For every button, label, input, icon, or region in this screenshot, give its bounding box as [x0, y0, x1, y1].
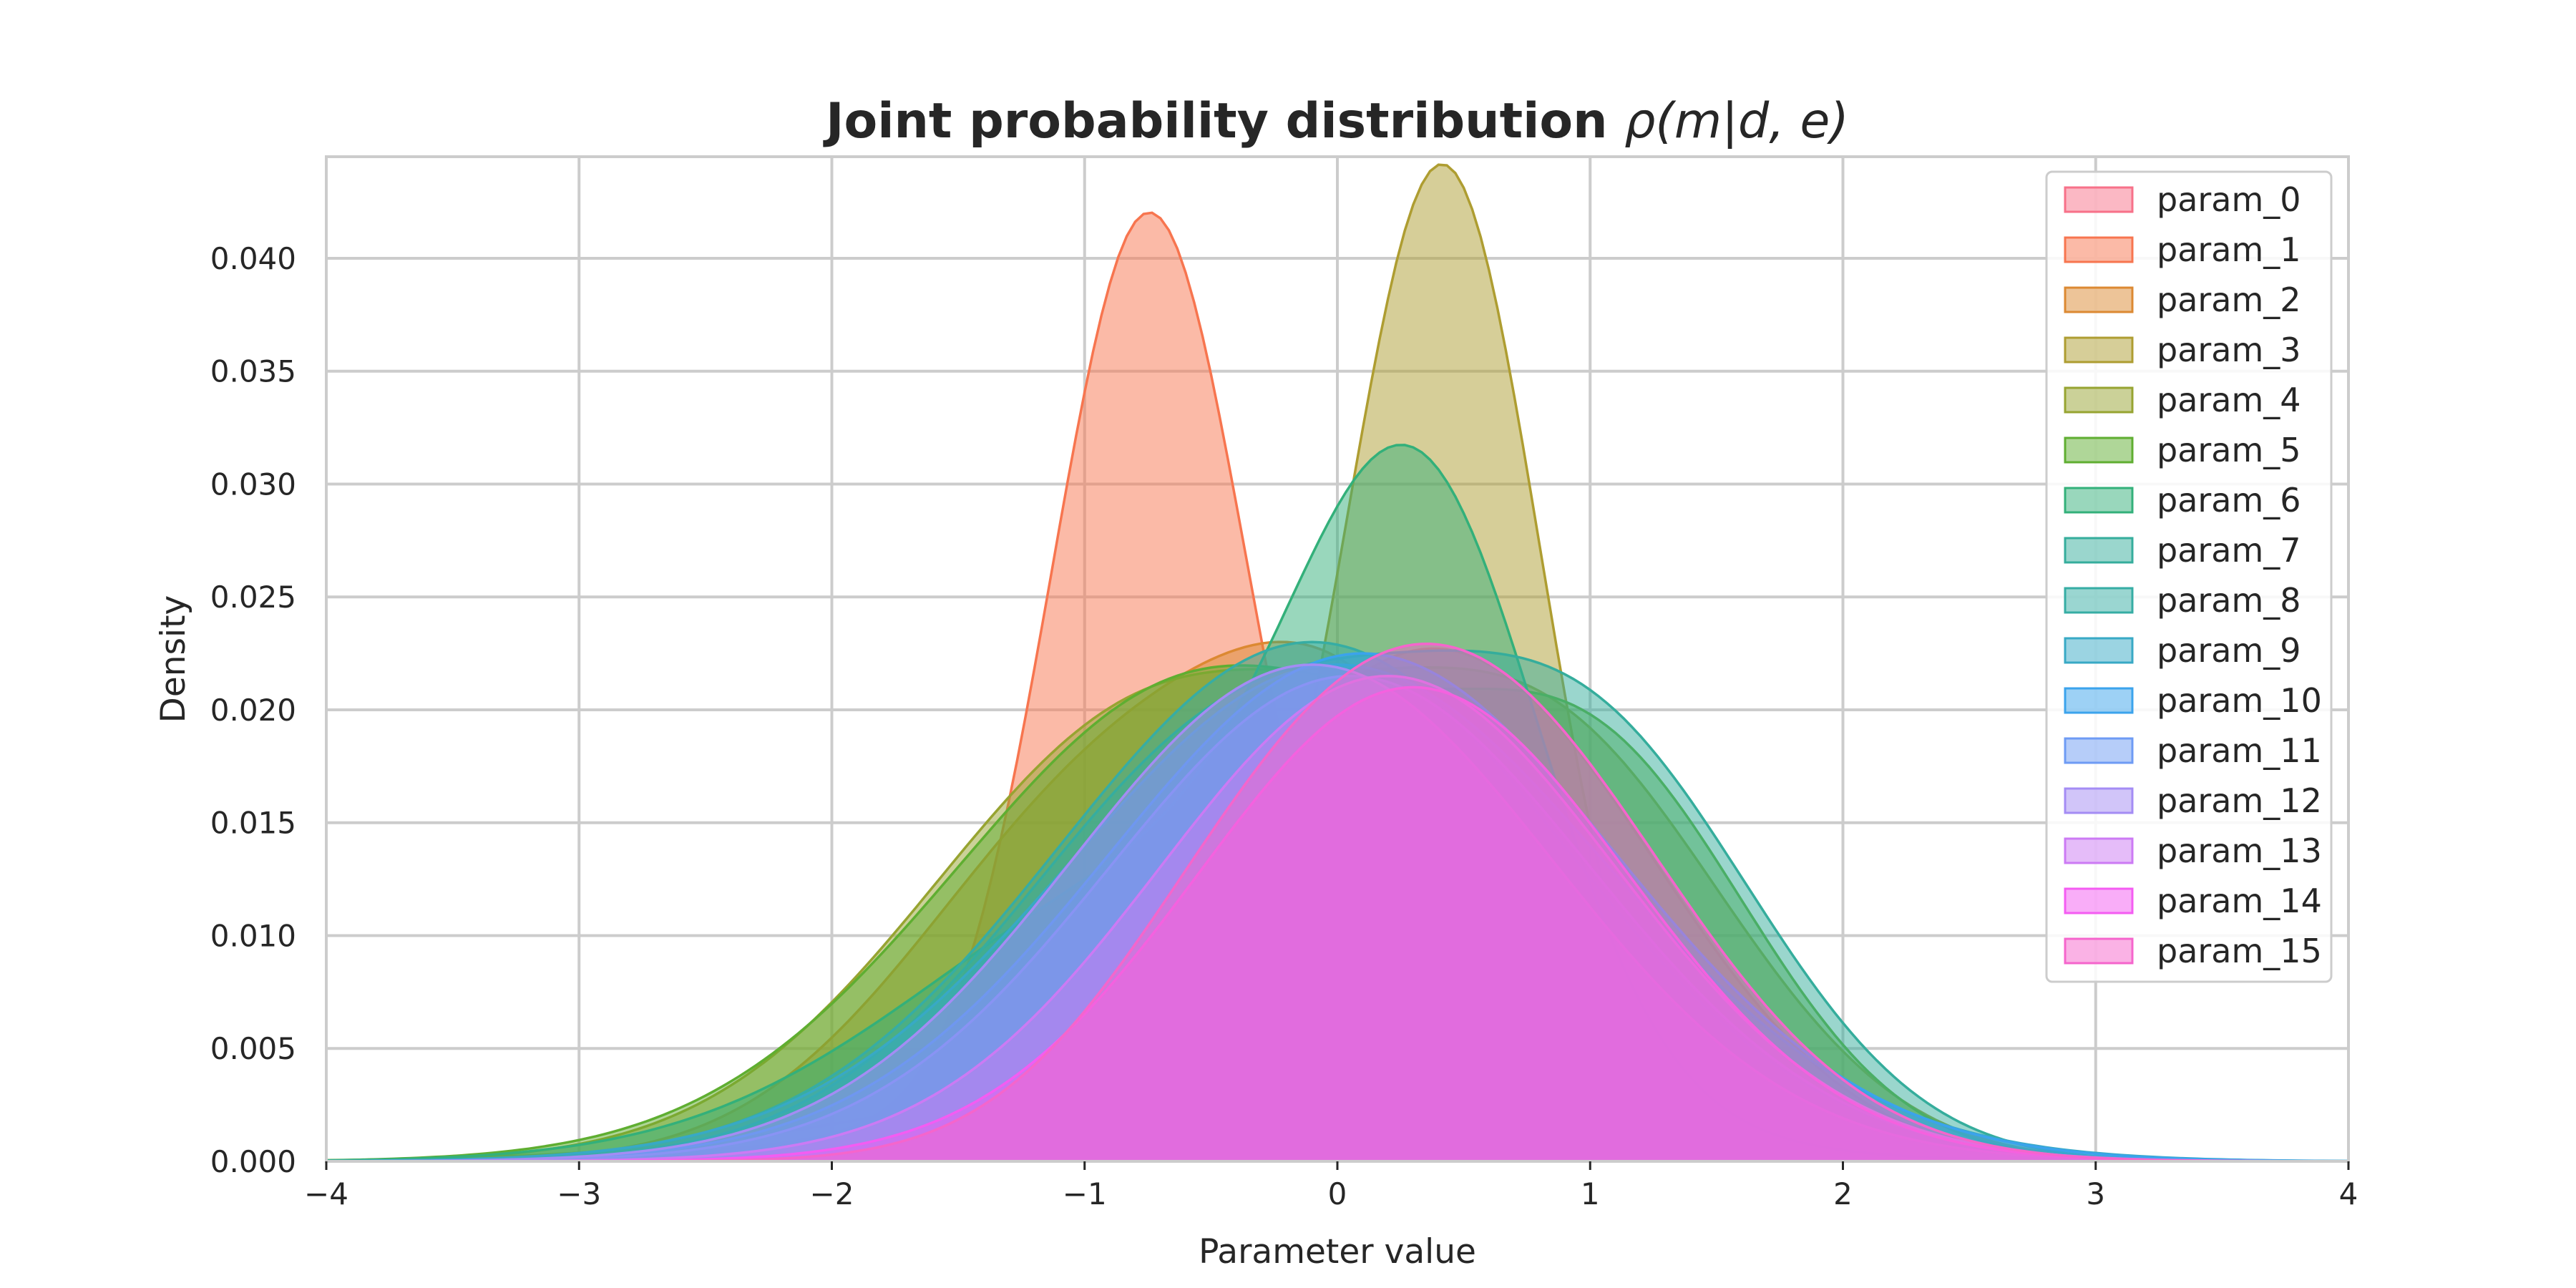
legend-label: param_1 — [2157, 230, 2301, 269]
y-tick-label: 0.030 — [210, 467, 296, 502]
x-tick-label: 0 — [1328, 1176, 1347, 1211]
legend-label: param_8 — [2157, 581, 2301, 620]
x-tick-label: −1 — [1063, 1176, 1107, 1211]
legend-swatch — [2064, 887, 2134, 914]
x-tick-label: 3 — [2086, 1176, 2105, 1211]
legend-label: param_2 — [2157, 280, 2301, 319]
legend-swatch — [2064, 637, 2134, 664]
legend-swatch — [2064, 837, 2134, 864]
legend-label: param_15 — [2157, 932, 2322, 970]
y-tick-label: 0.025 — [210, 580, 296, 615]
legend-frame — [2045, 170, 2333, 983]
density-areas — [325, 163, 2350, 1163]
legend-label: param_6 — [2157, 481, 2301, 519]
legend-swatch — [2064, 937, 2134, 965]
x-tick-label: 2 — [1833, 1176, 1853, 1211]
y-tick-label: 0.000 — [210, 1144, 296, 1179]
x-axis-label: Parameter value — [1199, 1232, 1476, 1272]
legend-swatch — [2064, 286, 2134, 313]
legend-swatch — [2064, 436, 2134, 464]
y-tick-label: 0.020 — [210, 693, 296, 728]
legend-label: param_14 — [2157, 882, 2322, 920]
legend-swatch — [2064, 587, 2134, 614]
x-tick-label: −4 — [304, 1176, 348, 1211]
chart-title: Joint probability distribution ρ(m|d, e) — [823, 93, 1849, 150]
legend-label: param_0 — [2157, 180, 2301, 219]
x-tick-label: 1 — [1581, 1176, 1600, 1211]
legend-label: param_9 — [2157, 631, 2301, 670]
chart-title-text: Joint probability distribution — [823, 93, 1624, 150]
y-axis-label: Density — [154, 595, 193, 723]
legend-label: param_7 — [2157, 531, 2301, 570]
y-tick-label: 0.005 — [210, 1031, 296, 1066]
legend-swatch — [2064, 386, 2134, 414]
legend-label: param_10 — [2157, 681, 2322, 720]
legend-swatch — [2064, 186, 2134, 213]
legend-label: param_11 — [2157, 731, 2322, 770]
legend-label: param_4 — [2157, 381, 2301, 419]
y-tick-label: 0.010 — [210, 918, 296, 953]
legend: param_0 param_1 param_2 param_3 param_4param… — [2045, 170, 2333, 983]
x-tick-label: −2 — [810, 1176, 854, 1211]
x-tick-label: −3 — [557, 1176, 601, 1211]
legend-label: param_13 — [2157, 831, 2322, 870]
legend-label: param_12 — [2157, 781, 2322, 820]
y-tick-label: 0.040 — [210, 241, 296, 276]
y-tick-label: 0.015 — [210, 806, 296, 841]
legend-swatch — [2064, 537, 2134, 564]
legend-swatch — [2064, 787, 2134, 814]
legend-swatch — [2064, 336, 2134, 364]
legend-label: param_5 — [2157, 431, 2301, 469]
legend-swatch — [2064, 236, 2134, 263]
y-tick-label: 0.035 — [210, 354, 296, 389]
legend-swatch — [2064, 687, 2134, 714]
legend-label: param_3 — [2157, 331, 2301, 369]
x-tick-label: 4 — [2339, 1176, 2358, 1211]
x-axis-ticks: −4 −3 −2 −1 0 1 2 3 4 — [304, 1161, 2358, 1211]
chart-title-math: ρ(m|d, e) — [1624, 93, 1849, 150]
legend-swatch — [2064, 487, 2134, 514]
y-axis-ticks: 0.000 0.005 0.010 0.015 0.020 0.025 0.030 0.035… — [210, 241, 296, 1179]
legend-swatch — [2064, 737, 2134, 764]
